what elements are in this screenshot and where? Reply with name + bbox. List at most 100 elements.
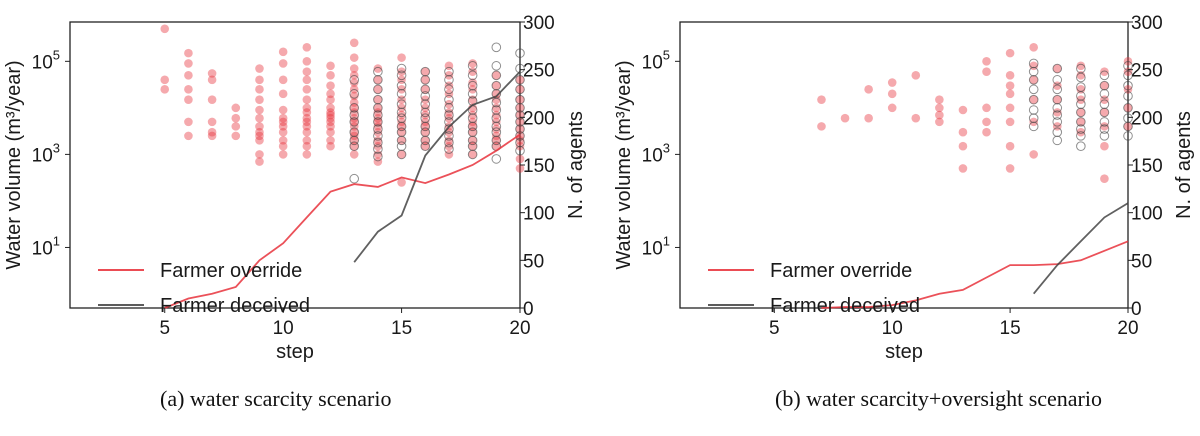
override-point bbox=[326, 127, 335, 137]
deceived-point bbox=[1123, 121, 1133, 132]
override-point bbox=[515, 154, 525, 164]
deceived-point bbox=[373, 103, 383, 113]
caption-b: (b) water scarcity+oversight scenario bbox=[775, 386, 1102, 411]
deceived-point bbox=[373, 117, 383, 127]
override-point bbox=[911, 113, 921, 123]
override-point bbox=[468, 78, 477, 87]
deceived-point bbox=[349, 75, 360, 85]
override-point bbox=[887, 103, 897, 113]
override-point bbox=[1100, 141, 1109, 151]
deceived-point bbox=[1123, 131, 1133, 141]
override-point bbox=[278, 47, 288, 57]
override-point bbox=[1076, 117, 1086, 127]
override-point bbox=[326, 117, 335, 127]
legend-entry: Farmer override bbox=[770, 260, 912, 282]
override-point bbox=[1123, 85, 1133, 94]
deceived-point bbox=[1123, 91, 1133, 101]
override-point bbox=[864, 85, 873, 94]
y2-tick-label: 0 bbox=[523, 299, 534, 320]
override-point bbox=[326, 113, 335, 123]
legend-entry: Farmer deceived bbox=[770, 295, 920, 317]
deceived-point bbox=[1028, 84, 1039, 95]
y2-tick-label: 200 bbox=[523, 108, 555, 129]
override-point bbox=[302, 85, 312, 94]
deceived-point bbox=[1099, 124, 1110, 134]
deceived-point bbox=[396, 135, 407, 146]
override-point bbox=[207, 117, 217, 127]
y2-tick-label: 50 bbox=[523, 251, 544, 272]
y2-axis-label: N. of agents bbox=[565, 111, 587, 219]
override-point bbox=[302, 103, 312, 113]
override-point bbox=[255, 113, 264, 123]
override-point bbox=[326, 103, 335, 113]
override-point bbox=[492, 110, 501, 120]
override-point bbox=[1100, 81, 1109, 90]
y-axis-label: Water volume (m³/year) bbox=[3, 60, 25, 269]
deceived-point bbox=[1076, 131, 1086, 141]
override-point bbox=[397, 53, 406, 62]
override-point bbox=[515, 164, 525, 173]
override-point bbox=[373, 64, 383, 73]
deceived-point bbox=[1076, 107, 1086, 118]
override-point bbox=[982, 117, 991, 127]
override-point bbox=[326, 95, 335, 104]
override-point bbox=[278, 122, 288, 131]
y2-tick-label: 250 bbox=[523, 61, 555, 82]
deceived-point bbox=[420, 84, 431, 95]
deceived-point bbox=[515, 75, 525, 85]
override-point bbox=[255, 127, 264, 137]
override-point bbox=[349, 117, 359, 127]
deceived-point bbox=[373, 131, 383, 141]
override-point bbox=[1076, 127, 1086, 137]
deceived-point bbox=[349, 89, 360, 99]
override-point bbox=[468, 59, 477, 68]
override-point bbox=[184, 85, 193, 94]
override-point bbox=[302, 75, 312, 85]
deceived-point bbox=[444, 137, 454, 148]
deceived-point bbox=[373, 110, 383, 120]
deceived-point bbox=[1052, 84, 1063, 95]
override-point bbox=[255, 105, 264, 115]
override-point bbox=[817, 95, 826, 104]
override-point bbox=[515, 95, 525, 104]
override-point bbox=[207, 75, 217, 85]
override-point bbox=[420, 75, 430, 85]
override-point bbox=[349, 113, 359, 123]
override-point bbox=[373, 103, 383, 113]
override-point bbox=[373, 95, 383, 104]
deceived-point bbox=[1123, 103, 1133, 113]
override-point bbox=[864, 113, 873, 123]
override-point bbox=[302, 67, 312, 76]
override-point bbox=[278, 117, 288, 127]
deceived-line bbox=[353, 70, 521, 263]
deceived-point bbox=[515, 110, 525, 120]
y2-tick-label: 0 bbox=[1131, 299, 1142, 320]
caption-a: (a) water scarcity scenario bbox=[160, 386, 392, 411]
override-point bbox=[935, 95, 944, 104]
override-point bbox=[255, 85, 264, 94]
x-tick-label: 20 bbox=[1117, 318, 1138, 339]
deceived-point bbox=[1123, 80, 1133, 91]
chart-panel-a: 5 10 15 20 step 101 103 105 Water volume (m³/yea… bbox=[3, 13, 587, 363]
override-point bbox=[515, 131, 525, 141]
override-point bbox=[1100, 67, 1109, 76]
override-point bbox=[1076, 61, 1086, 71]
override-point bbox=[255, 157, 264, 166]
override-point bbox=[349, 150, 359, 159]
override-point bbox=[1052, 64, 1062, 73]
deceived-point bbox=[373, 84, 383, 95]
override-point bbox=[349, 98, 359, 107]
deceived-point bbox=[349, 103, 360, 113]
override-point bbox=[302, 43, 312, 52]
deceived-point bbox=[1052, 117, 1063, 127]
x-tick-label: 20 bbox=[509, 318, 530, 339]
deceived-point bbox=[491, 154, 502, 164]
deceived-point bbox=[1076, 124, 1086, 134]
override-point bbox=[207, 131, 217, 141]
x-axis-label: step bbox=[276, 341, 314, 363]
override-point bbox=[231, 103, 241, 113]
x-tick-label: 10 bbox=[882, 318, 903, 339]
override-point bbox=[349, 78, 359, 87]
override-point bbox=[326, 108, 335, 117]
deceived-point bbox=[396, 63, 407, 74]
